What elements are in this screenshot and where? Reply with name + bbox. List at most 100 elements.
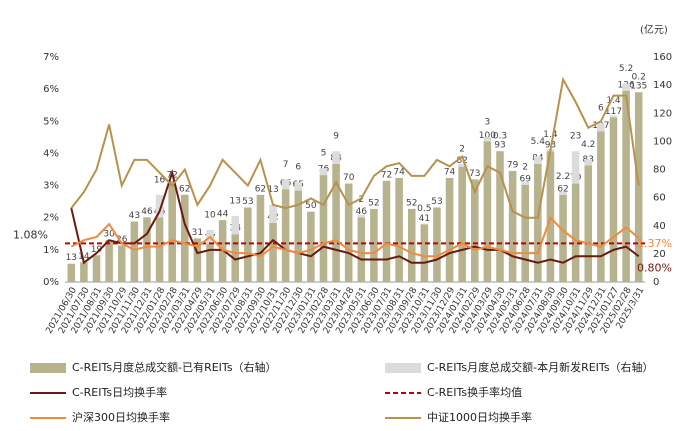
- bar: [622, 83, 630, 91]
- bar: [155, 217, 164, 282]
- bar: [634, 91, 643, 93]
- bar: [357, 217, 366, 282]
- bar-value-label: 13: [229, 196, 240, 206]
- bar-value-label: 79: [507, 160, 519, 170]
- bar: [92, 255, 101, 282]
- bar: [458, 166, 466, 282]
- bar-value-label: 72: [381, 170, 392, 180]
- y-tick-label: 0%: [43, 277, 59, 288]
- y-tick-label: 4%: [43, 148, 59, 159]
- bar-value-label: 53: [242, 197, 253, 207]
- bar: [609, 117, 618, 282]
- bar: [584, 159, 593, 166]
- bar: [382, 180, 391, 282]
- bar-value-label: 23: [570, 132, 581, 142]
- bar-value-label: 0.5: [417, 204, 431, 214]
- bar: [445, 177, 454, 282]
- legend-label: C-REITs月度总成交额-已有REITs（右轴）: [72, 360, 277, 374]
- bar: [105, 239, 113, 282]
- bar-value-label: 93: [494, 141, 505, 151]
- bar-value-label: 52: [406, 198, 417, 208]
- y2-tick-label: 80: [653, 165, 666, 176]
- bar-value-label: 73: [469, 169, 480, 179]
- y-tick-label: 6%: [43, 84, 59, 95]
- bar: [521, 182, 529, 185]
- bar-value-label: 41: [419, 214, 430, 224]
- legend-label: C-REITs换手率均值: [427, 385, 522, 399]
- bar-value-label: 7: [283, 160, 289, 170]
- bar-value-label: 46: [141, 207, 153, 217]
- bar: [294, 190, 303, 282]
- y2-tick-label: 140: [653, 80, 672, 91]
- bar: [281, 179, 290, 190]
- bar: [319, 168, 328, 176]
- bar-value-label: 43: [129, 211, 140, 221]
- bar-value-label: 16: [154, 175, 166, 185]
- bar-value-label: 1.4: [606, 96, 621, 106]
- bar-value-label: 31: [192, 228, 203, 238]
- bar-value-label: 19: [91, 245, 103, 255]
- y2-tick-label: 40: [653, 221, 666, 232]
- bar-value-label: 62: [179, 184, 190, 194]
- bar-value-label: 70: [343, 173, 355, 183]
- legend-label: C-REITs日均换手率: [72, 385, 167, 399]
- bar: [483, 141, 492, 282]
- bar: [332, 163, 340, 282]
- bar: [344, 183, 353, 282]
- bar-value-label: 10: [204, 210, 216, 220]
- bar: [155, 194, 164, 218]
- bar: [597, 123, 605, 132]
- y-tick-label: 1%: [43, 245, 59, 256]
- bar: [571, 151, 580, 184]
- bar: [256, 194, 265, 282]
- y2-tick-label: 100: [653, 136, 672, 147]
- bar-value-label: 117: [605, 107, 622, 117]
- bar: [143, 217, 151, 282]
- bar: [458, 163, 466, 167]
- y-tick-label: 3%: [43, 181, 59, 192]
- bar: [420, 224, 429, 282]
- y2-tick-label: 60: [653, 193, 666, 204]
- bar-value-label: 100: [479, 131, 496, 141]
- bar-value-label: 26: [116, 235, 128, 245]
- bar: [319, 175, 328, 282]
- bar: [609, 115, 618, 118]
- bar-value-label: 62: [255, 184, 266, 194]
- line: [70, 215, 640, 258]
- bar: [420, 223, 429, 225]
- bar-value-label: 53: [431, 197, 442, 207]
- legend-label: C-REITs月度总成交额-本月新发REITs（右轴）: [427, 360, 654, 374]
- bar-value-label: 6: [295, 163, 301, 173]
- y2-tick-label: 120: [653, 108, 672, 119]
- bar: [395, 177, 403, 282]
- bar: [117, 245, 126, 282]
- bar: [130, 221, 139, 282]
- bar: [269, 222, 277, 282]
- annotation: 1.37%: [637, 237, 672, 250]
- bar-value-label: 3: [485, 118, 491, 128]
- bar: [357, 214, 366, 218]
- bar: [534, 163, 542, 282]
- bar: [534, 156, 542, 164]
- bar-value-label: 14: [78, 252, 90, 262]
- bar: [307, 211, 315, 282]
- bar: [559, 194, 567, 282]
- bar-value-label: 69: [519, 174, 531, 184]
- bar: [244, 207, 252, 282]
- bar-value-label: 62: [557, 184, 568, 194]
- bar-value-label: 50: [305, 201, 317, 211]
- bar: [634, 92, 643, 282]
- bar: [433, 207, 441, 282]
- bar-value-label: 2: [522, 163, 528, 173]
- bar: [80, 262, 88, 282]
- bar: [597, 131, 605, 282]
- bar: [559, 191, 567, 195]
- bar-value-label: 2.2: [556, 172, 570, 182]
- bar: [281, 189, 290, 282]
- bar: [181, 194, 189, 282]
- annotation: 1.08%: [13, 228, 48, 241]
- legend-label: 沪深300日均换手率: [72, 410, 170, 424]
- bar: [584, 165, 593, 282]
- bar-value-label: 44: [217, 210, 229, 220]
